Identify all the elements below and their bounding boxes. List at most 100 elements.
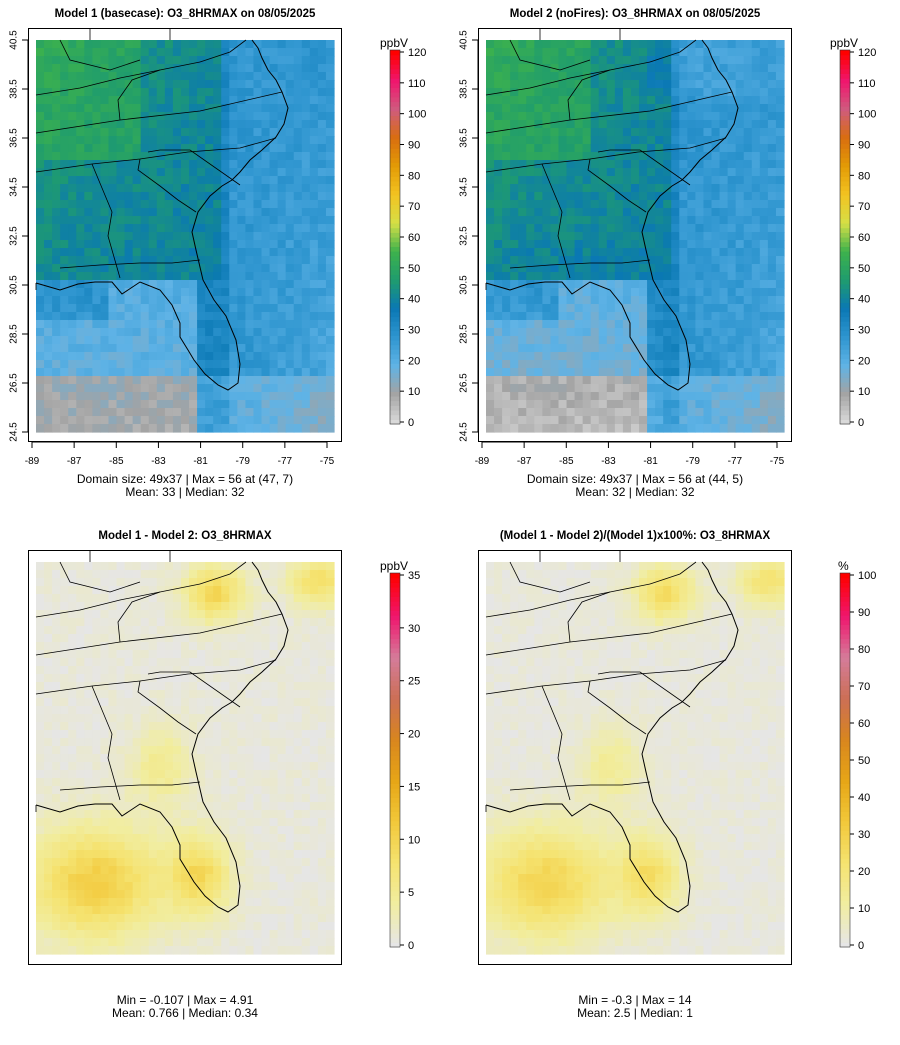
grid-cell	[148, 200, 158, 209]
grid-cell	[156, 88, 166, 97]
grid-cell	[285, 232, 295, 241]
grid-cell	[213, 384, 222, 393]
grid-cell	[164, 634, 174, 643]
grid-cell	[84, 168, 93, 177]
colorbar-swatch	[390, 251, 400, 257]
grid-cell	[647, 216, 656, 225]
grid-cell	[76, 136, 85, 145]
grid-cell	[197, 562, 206, 571]
grid-cell	[100, 922, 110, 931]
grid-cell	[614, 424, 624, 433]
grid-cell	[767, 424, 777, 433]
grid-cell	[269, 96, 279, 105]
grid-cell	[309, 392, 319, 401]
grid-cell	[44, 602, 53, 611]
grid-cell	[293, 240, 303, 249]
grid-cell	[711, 248, 721, 257]
grid-cell	[687, 104, 696, 113]
grid-cell	[140, 634, 150, 643]
grid-cell	[132, 778, 142, 787]
grid-cell	[164, 594, 174, 603]
grid-cell	[719, 416, 729, 425]
grid-cell	[197, 858, 206, 867]
grid-cell	[132, 120, 142, 129]
grid-cell	[695, 80, 705, 89]
grid-cell	[526, 336, 535, 345]
grid-cell	[245, 400, 255, 409]
grid-cell	[68, 256, 77, 265]
grid-cell	[735, 360, 745, 369]
grid-cell	[84, 562, 93, 571]
grid-cell	[735, 184, 745, 193]
grid-cell	[92, 642, 102, 651]
grid-cell	[719, 304, 729, 313]
grid-cell	[132, 562, 142, 571]
grid-cell	[52, 96, 61, 105]
grid-cell	[205, 312, 214, 321]
grid-cell	[317, 376, 327, 385]
grid-cell	[237, 152, 246, 161]
grid-cell	[213, 264, 222, 273]
panel-title: Model 1 - Model 2: O3_8HRMAX	[98, 530, 272, 542]
grid-cell	[44, 682, 53, 691]
grid-cell	[767, 200, 777, 209]
grid-cell	[68, 120, 77, 129]
grid-cell	[703, 96, 713, 105]
grid-cell	[590, 368, 600, 377]
grid-cell	[679, 208, 688, 217]
grid-cell	[542, 224, 552, 233]
grid-cell	[108, 288, 118, 297]
grid-cell	[622, 72, 632, 81]
grid-cell	[534, 360, 543, 369]
grid-cell	[189, 818, 198, 827]
grid-cell	[285, 72, 295, 81]
grid-cell	[124, 866, 134, 875]
grid-cell	[325, 144, 335, 153]
grid-cell	[108, 938, 118, 947]
grid-cell	[76, 288, 85, 297]
colorbar-swatch	[390, 330, 400, 336]
grid-cell	[687, 224, 696, 233]
grid-cell	[727, 56, 737, 65]
grid-cell	[751, 280, 761, 289]
grid-cell	[148, 384, 158, 393]
grid-cell	[124, 946, 134, 955]
grid-cell	[245, 200, 255, 209]
grid-cell	[148, 682, 158, 691]
grid-cell	[92, 866, 102, 875]
grid-cell	[590, 256, 600, 265]
grid-cell	[44, 136, 53, 145]
grid-cell	[164, 360, 174, 369]
grid-cell	[116, 304, 126, 313]
grid-cell	[189, 650, 198, 659]
grid-cell	[285, 208, 295, 217]
grid-cell	[148, 762, 158, 771]
grid-cell	[52, 312, 61, 321]
grid-cell	[52, 922, 61, 931]
grid-cell	[518, 264, 527, 273]
grid-cell	[213, 112, 222, 121]
grid-cell	[510, 416, 519, 425]
grid-cell	[205, 336, 214, 345]
grid-cell	[309, 224, 319, 233]
grid-cell	[36, 898, 45, 907]
grid-cell	[301, 224, 311, 233]
grid-cell	[534, 384, 543, 393]
grid-cell	[205, 104, 214, 113]
grid-cell	[719, 328, 729, 337]
grid-cell	[253, 384, 263, 393]
grid-cell	[92, 818, 102, 827]
grid-cell	[140, 658, 150, 667]
grid-cell	[277, 416, 287, 425]
grid-cell	[124, 914, 134, 923]
grid-cell	[156, 208, 166, 217]
grid-cell	[269, 208, 279, 217]
grid-cell	[534, 192, 543, 201]
grid-cell	[775, 128, 785, 137]
grid-cell	[711, 224, 721, 233]
grid-cell	[156, 320, 166, 329]
x-tick-label: -83	[151, 456, 166, 467]
grid-cell	[68, 48, 77, 57]
grid-cell	[687, 424, 696, 433]
grid-cell	[92, 914, 102, 923]
